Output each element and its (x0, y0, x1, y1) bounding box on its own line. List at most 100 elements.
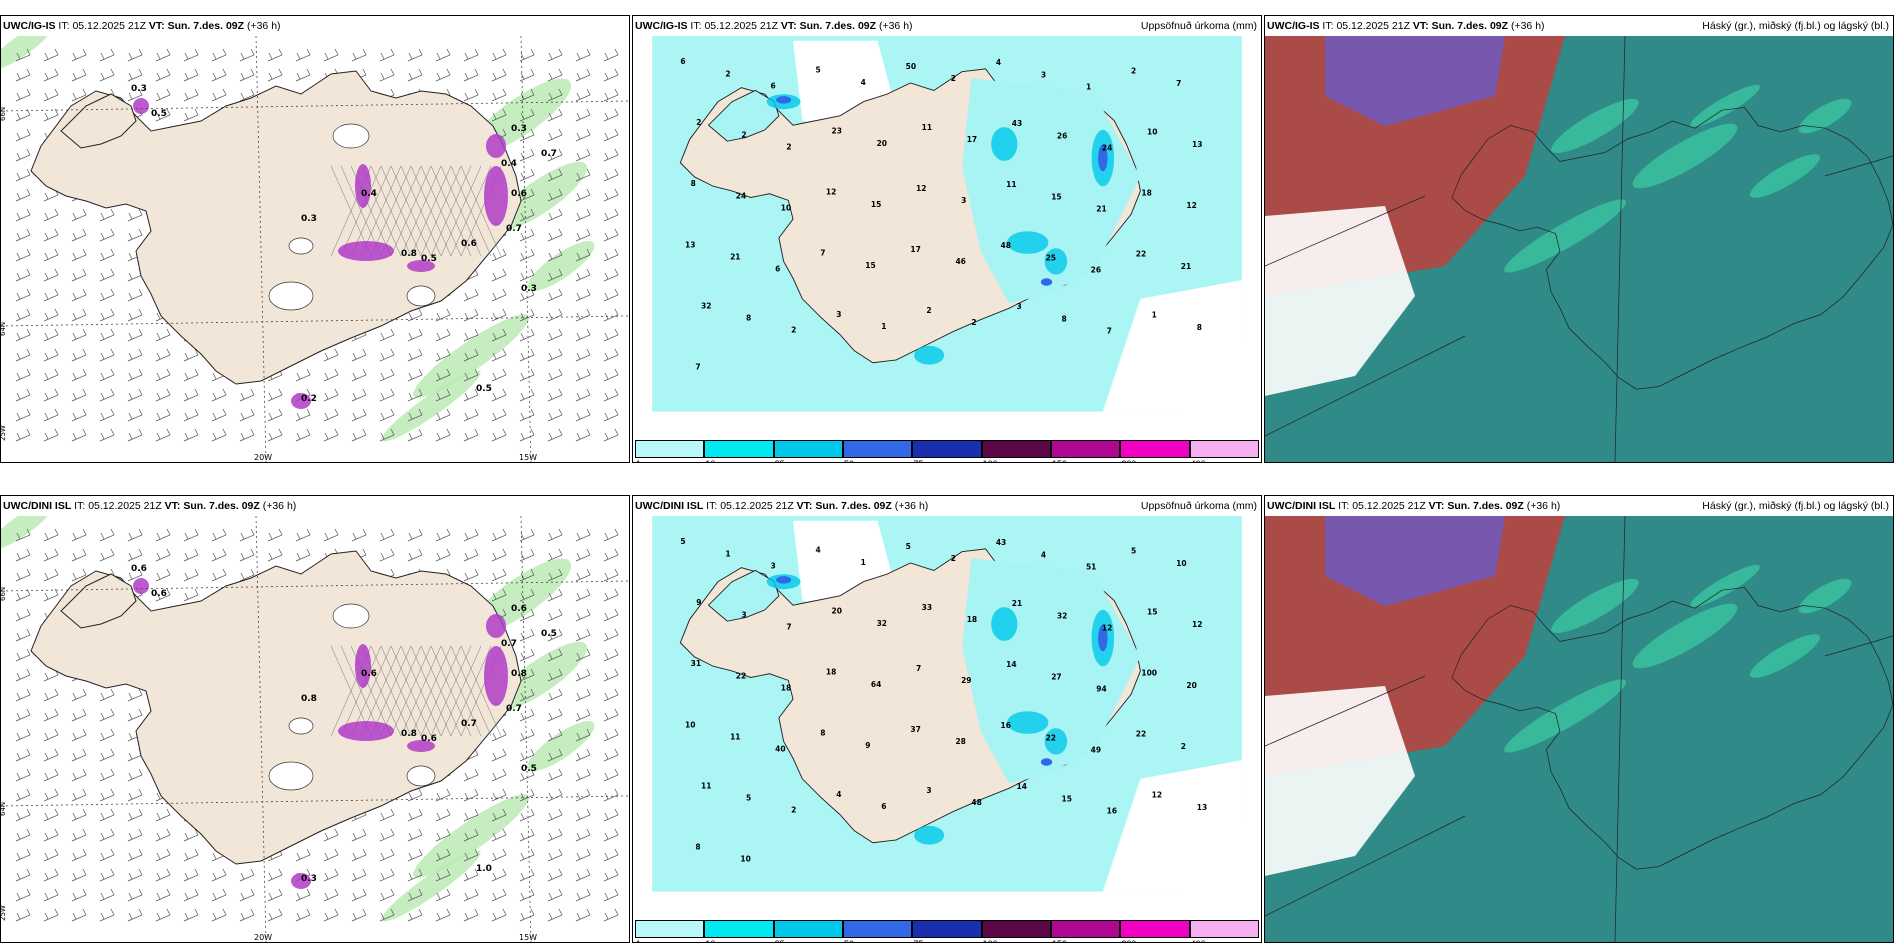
precip-value-label: 8 (746, 314, 751, 323)
wind-barb (547, 768, 563, 782)
wind-barb (491, 808, 507, 822)
glacier (406, 285, 436, 307)
panel-title: Háský (gr.), miðský (fj.bl.) og lágský (… (1702, 20, 1889, 32)
panel-r0-precip: UWC/IG-IS IT: 05.12.2025 21Z VT: Sun. 7.… (632, 15, 1262, 463)
wind-barb (575, 208, 591, 222)
wind-barb (127, 708, 143, 722)
wind-barb (575, 128, 591, 142)
precip-value-label: 15 (1062, 794, 1072, 803)
precip-heavy (776, 96, 792, 104)
wind-barb (491, 368, 507, 382)
panel-r1-cloud: UWC/DINI ISL IT: 05.12.2025 21Z VT: Sun.… (1264, 495, 1894, 943)
precip-value-label: 32 (701, 301, 711, 310)
colorbar-tick: 50 (844, 459, 854, 462)
wind-barb (463, 88, 479, 102)
colorbar-swatch (635, 440, 705, 458)
wind-barb (211, 568, 227, 582)
precip-value-label: 6 (770, 82, 775, 91)
precip-value-label: 26 (1091, 266, 1101, 275)
wind-barb (519, 648, 535, 662)
wind-barb (43, 828, 59, 842)
wind-barb (43, 308, 59, 322)
wind-barb (127, 568, 143, 582)
precip-value-label: 18 (781, 684, 791, 693)
wind-barb (575, 248, 591, 262)
wind-barb (435, 308, 451, 322)
wind-barb (183, 88, 199, 102)
wind-barb (575, 588, 591, 602)
wind-barb (491, 528, 507, 542)
wind-barb (99, 388, 115, 402)
wind-barb (519, 888, 535, 902)
panel-header: UWC/IG-IS IT: 05.12.2025 21Z VT: Sun. 7.… (635, 20, 913, 32)
hatch-line (340, 645, 382, 737)
wind-barb (603, 708, 619, 722)
wind-barb (155, 908, 171, 922)
precip-value-label: 2 (926, 306, 931, 315)
wind-barb (15, 648, 31, 662)
colorbar-swatch (1120, 440, 1190, 458)
precip-value-label: 15 (1051, 192, 1061, 201)
lat-label: 25W (1, 905, 7, 921)
precip-value-label: 21 (1181, 262, 1191, 271)
wind-barb (71, 348, 87, 362)
colorbar-swatch (981, 440, 1051, 458)
wind-barb (43, 688, 59, 702)
precip-value-label: 13 (1197, 803, 1207, 812)
wind-barb (99, 328, 115, 342)
hatch-line (390, 645, 432, 737)
wind-barb (547, 308, 563, 322)
wind-barb (407, 388, 423, 402)
wind-barb (603, 528, 619, 542)
wind-barb (547, 648, 563, 662)
wind-barb (99, 408, 115, 422)
precip-streak (381, 370, 481, 442)
wind-barb (435, 388, 451, 402)
wind-barb (183, 48, 199, 62)
snow-value-label: 0.8 (301, 694, 317, 704)
wind-barb (43, 408, 59, 422)
wind-barb (127, 848, 143, 862)
wind-barb (379, 68, 395, 82)
wind-barb (547, 48, 563, 62)
wind-barb (15, 608, 31, 622)
wind-barb (379, 388, 395, 402)
colorbar-swatch (843, 440, 913, 458)
wind-barb (239, 68, 255, 82)
colorbar-tick: 400 (1191, 459, 1206, 462)
wind-barb (43, 228, 59, 242)
wind-barb (15, 268, 31, 282)
wind-barb (575, 688, 591, 702)
colorbar-tick: 200 (1121, 459, 1136, 462)
wind-barb (435, 368, 451, 382)
precip-value-label: 32 (877, 619, 887, 628)
wind-barb (323, 528, 339, 542)
wind-barb (491, 868, 507, 882)
precip-value-label: 8 (691, 179, 696, 188)
panel-header: UWC/DINI ISL IT: 05.12.2025 21Z VT: Sun.… (1267, 500, 1561, 512)
wind-barb (127, 308, 143, 322)
wind-barb (127, 528, 143, 542)
wind-barb (603, 848, 619, 862)
wind-barb (323, 348, 339, 362)
wind-barb (519, 408, 535, 422)
precip-value-label: 94 (1096, 685, 1106, 694)
wind-barb (575, 108, 591, 122)
snow-blob (338, 721, 394, 741)
wind-barb (71, 848, 87, 862)
wind-barb (211, 908, 227, 922)
cloud-band (1551, 98, 1639, 154)
wind-barb (603, 648, 619, 662)
wind-barb (15, 168, 31, 182)
wind-barb (407, 328, 423, 342)
wind-barb (435, 408, 451, 422)
wind-barb (15, 588, 31, 602)
panel-r1-wind: UWC/DINI ISL IT: 05.12.2025 21Z VT: Sun.… (0, 495, 630, 943)
wind-barb (547, 908, 563, 922)
wind-barb (379, 368, 395, 382)
wind-barb (99, 888, 115, 902)
precip-value-label: 11 (1006, 180, 1016, 189)
wind-barb (491, 88, 507, 102)
precip-core (991, 607, 1018, 641)
wind-barb (127, 408, 143, 422)
